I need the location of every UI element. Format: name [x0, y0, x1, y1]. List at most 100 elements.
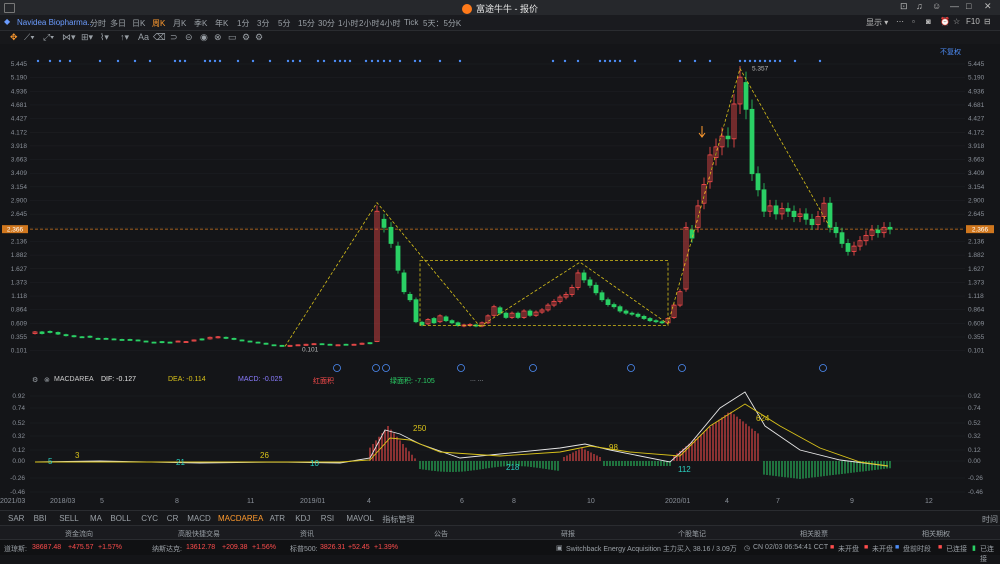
macd-settings-icon[interactable]: ⚙: [32, 377, 39, 384]
shape-tool-icon[interactable]: ⌇▾: [100, 32, 109, 42]
tab-timeframe[interactable]: 分时: [90, 19, 106, 28]
section-tab[interactable]: 研报: [561, 531, 575, 538]
time-toggle[interactable]: 时间: [982, 515, 998, 524]
news-ticker[interactable]: Switchback Energy Acquisition 主力买入 38.16…: [566, 546, 737, 553]
lock-icon[interactable]: ⊝: [185, 32, 193, 42]
tab-timeframe[interactable]: 5天：5分K: [423, 19, 462, 28]
indicator-tab[interactable]: MAVOL: [346, 514, 374, 523]
tab-timeframe[interactable]: 3分: [257, 19, 270, 28]
tab-timeframe[interactable]: 1分: [237, 19, 250, 28]
f10-button[interactable]: F10: [966, 17, 980, 26]
indicator-tab[interactable]: MACDAREA: [218, 514, 264, 523]
tab-timeframe[interactable]: 日K: [132, 19, 146, 28]
alert-icon[interactable]: ⏰: [940, 17, 950, 26]
tab-timeframe[interactable]: 多日: [110, 19, 126, 28]
channel-tool-icon[interactable]: ⋈▾: [62, 32, 76, 42]
event-dot: [618, 59, 622, 63]
y-tick-left: 1.627: [11, 266, 28, 273]
tab-timeframe[interactable]: 5分: [278, 19, 291, 28]
indicator-tab[interactable]: CR: [166, 514, 179, 523]
candle-body: [587, 279, 593, 286]
macd-y-tick-right: -0.46: [968, 489, 983, 496]
section-tab[interactable]: 个股笔记: [678, 531, 706, 538]
ray-tool-icon[interactable]: ⤢▾: [43, 32, 54, 42]
candle-body: [671, 304, 677, 318]
candle-body: [623, 310, 629, 314]
layers-icon[interactable]: ▭: [228, 32, 237, 42]
event-dot: [343, 59, 347, 63]
indicator-tab[interactable]: SELL: [59, 514, 79, 523]
delete-icon[interactable]: ⊗: [214, 32, 222, 42]
maximize-icon[interactable]: □: [966, 1, 972, 11]
section-tab[interactable]: 高股快捷交易: [178, 531, 220, 538]
tab-timeframe[interactable]: 15分: [298, 19, 315, 28]
close-icon[interactable]: ✕: [984, 1, 992, 11]
magnet-icon[interactable]: ⊃: [170, 32, 178, 42]
ellipsis-icon[interactable]: ⋯: [896, 17, 904, 26]
event-dot: [413, 59, 417, 63]
eraser-icon[interactable]: ⌫: [153, 32, 166, 42]
screenshot-icon[interactable]: ▫: [912, 17, 915, 26]
display-menu[interactable]: 显示 ▾: [866, 18, 889, 27]
candle-body: [401, 272, 407, 293]
section-tab[interactable]: 相关期权: [922, 531, 950, 538]
settings-small-icon[interactable]: ⚙: [255, 32, 264, 42]
tab-timeframe[interactable]: 4小时: [380, 19, 401, 28]
section-tab[interactable]: 资金流向: [65, 531, 93, 538]
candle-body: [653, 320, 659, 323]
index-sp500-value[interactable]: 3826.31: [320, 544, 346, 551]
sidebar-toggle-icon[interactable]: [4, 3, 15, 13]
indicator-tab[interactable]: SAR: [8, 514, 25, 523]
section-tab[interactable]: 公告: [434, 531, 448, 538]
candle-body: [47, 330, 53, 333]
indicator-tab[interactable]: BBI: [33, 514, 47, 523]
indicator-tab[interactable]: CYC: [141, 514, 159, 523]
wechat-icon[interactable]: ⊡: [900, 1, 908, 11]
index-sp500-pct: +1.39%: [374, 544, 398, 551]
settings-icon[interactable]: ⊟: [984, 17, 991, 26]
tab-timeframe[interactable]: 月K: [173, 19, 187, 28]
candle-body: [431, 318, 437, 324]
tab-timeframe[interactable]: Tick: [404, 18, 419, 27]
pin-icon[interactable]: ◆: [4, 17, 11, 26]
tab-timeframe[interactable]: 2小时: [359, 19, 380, 28]
adjust-label[interactable]: 不复权: [940, 49, 961, 56]
symbol-name[interactable]: Navidea Biopharma...: [17, 18, 94, 27]
indicator-tab[interactable]: BOLL: [110, 514, 131, 523]
macd-chart-pane[interactable]: 0.92 0.92 0.74 0.74 0.52 0.52 0.32 0.32 0.12 0.12…: [0, 386, 1000, 496]
price-chart-pane[interactable]: 5.445 5.445 5.190 5.190 4.936 4.936 4.681 4.681…: [0, 44, 1000, 374]
minimize-icon[interactable]: —: [950, 1, 959, 11]
index-dow-value[interactable]: 38687.48: [32, 544, 62, 551]
line-tool-icon[interactable]: ⟋▾: [24, 32, 35, 42]
candle-body: [719, 135, 725, 148]
tab-timeframe-active[interactable]: 周K: [152, 19, 166, 28]
text-tool-icon[interactable]: Aa: [138, 32, 150, 42]
arrow-tool-icon[interactable]: ↑▾: [120, 32, 130, 42]
indicator-tab[interactable]: MA: [90, 514, 102, 523]
tab-timeframe[interactable]: 年K: [215, 19, 229, 28]
star-icon[interactable]: ☆: [953, 17, 961, 26]
camera-icon[interactable]: ◙: [926, 17, 931, 26]
section-tab[interactable]: 相关股票: [800, 531, 828, 538]
indicator-tab[interactable]: RSI: [320, 514, 335, 523]
tab-timeframe[interactable]: 30分: [318, 19, 335, 28]
price-chart-svg[interactable]: 5.445 5.445 5.190 5.190 4.936 4.936 4.681 4.681…: [0, 44, 1000, 374]
macd-area-label: 10: [310, 459, 319, 468]
fib-tool-icon[interactable]: ⊞▾: [81, 32, 94, 42]
user-icon[interactable]: ☺: [932, 1, 942, 11]
macd-chart-svg[interactable]: 0.92 0.92 0.74 0.74 0.52 0.52 0.32 0.32 0.12 0.12…: [0, 386, 1000, 496]
index-nasdaq-value[interactable]: 13612.78: [186, 544, 216, 551]
section-tab[interactable]: 资讯: [300, 531, 314, 538]
indicator-tab[interactable]: KDJ: [295, 514, 311, 523]
indicator-tab[interactable]: ATR: [269, 514, 285, 523]
indicator-tab[interactable]: MACD: [187, 514, 211, 523]
macd-y-tick-left: 0.52: [12, 420, 25, 427]
tab-timeframe[interactable]: 1小时: [338, 19, 359, 28]
hide-icon[interactable]: ◉: [200, 32, 208, 42]
indicator-tab[interactable]: 指标管理: [382, 515, 415, 524]
tab-timeframe[interactable]: 季K: [194, 19, 208, 28]
bell-icon[interactable]: ♫: [916, 1, 923, 11]
macd-close-icon[interactable]: ⊗: [44, 377, 50, 384]
crosshair-icon[interactable]: ✥: [10, 32, 18, 42]
gear-icon[interactable]: ⚙: [242, 32, 251, 42]
